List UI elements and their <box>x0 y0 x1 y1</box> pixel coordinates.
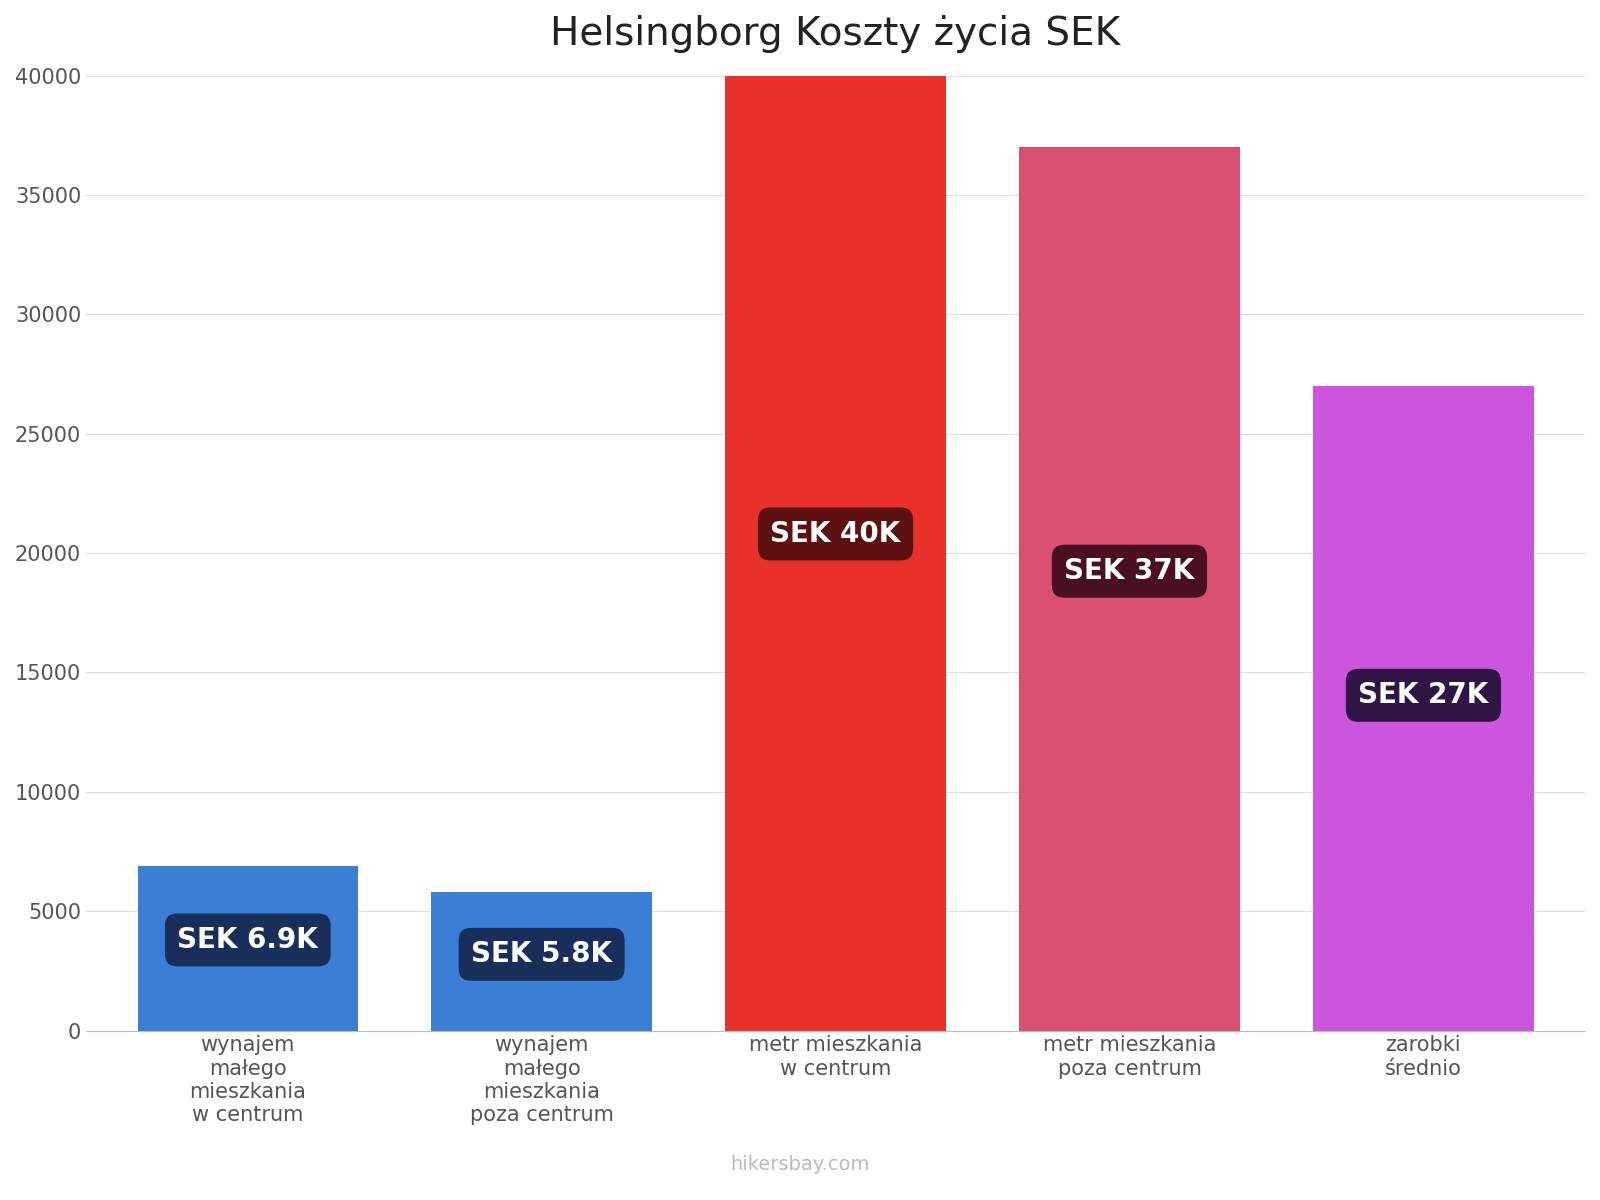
Bar <box>1314 386 1533 1031</box>
Bar <box>138 866 358 1031</box>
Text: SEK 37K: SEK 37K <box>1064 557 1195 586</box>
Text: SEK 27K: SEK 27K <box>1358 682 1488 709</box>
Bar <box>432 892 651 1031</box>
Text: SEK 5.8K: SEK 5.8K <box>470 941 613 968</box>
Title: Helsingborg Koszty życia SEK: Helsingborg Koszty życia SEK <box>550 14 1120 53</box>
Bar <box>725 76 946 1031</box>
Text: hikersbay.com: hikersbay.com <box>730 1154 870 1174</box>
Text: SEK 40K: SEK 40K <box>771 520 901 548</box>
Text: SEK 6.9K: SEK 6.9K <box>178 926 318 954</box>
Bar <box>1019 148 1240 1031</box>
